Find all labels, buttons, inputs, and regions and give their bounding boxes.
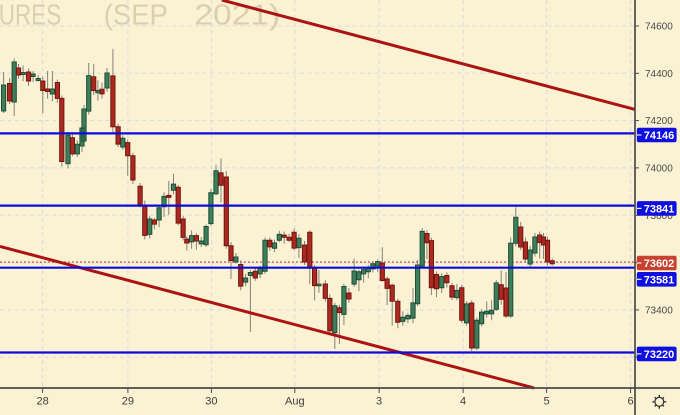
svg-text:73581: 73581 bbox=[644, 275, 675, 287]
svg-text:URES: URES bbox=[0, 0, 61, 32]
svg-text:73400: 73400 bbox=[645, 306, 673, 317]
svg-text:74000: 74000 bbox=[645, 164, 673, 175]
svg-text:73602: 73602 bbox=[644, 258, 675, 270]
svg-text:(SEP: (SEP bbox=[104, 0, 168, 32]
svg-text:Aug: Aug bbox=[285, 396, 305, 408]
svg-text:6: 6 bbox=[628, 396, 634, 408]
svg-text:73800: 73800 bbox=[645, 211, 673, 222]
svg-text:5: 5 bbox=[544, 396, 550, 408]
svg-text:4: 4 bbox=[460, 396, 466, 408]
svg-text:29: 29 bbox=[122, 396, 134, 408]
svg-text:73841: 73841 bbox=[644, 204, 675, 216]
svg-text:74200: 74200 bbox=[645, 116, 673, 127]
svg-text:73220: 73220 bbox=[644, 349, 675, 361]
svg-text:74400: 74400 bbox=[645, 69, 673, 80]
svg-text:74146: 74146 bbox=[644, 130, 675, 142]
svg-text:28: 28 bbox=[36, 396, 48, 408]
svg-text:3: 3 bbox=[376, 396, 382, 408]
svg-text:30: 30 bbox=[205, 396, 217, 408]
svg-text:74600: 74600 bbox=[645, 22, 673, 33]
